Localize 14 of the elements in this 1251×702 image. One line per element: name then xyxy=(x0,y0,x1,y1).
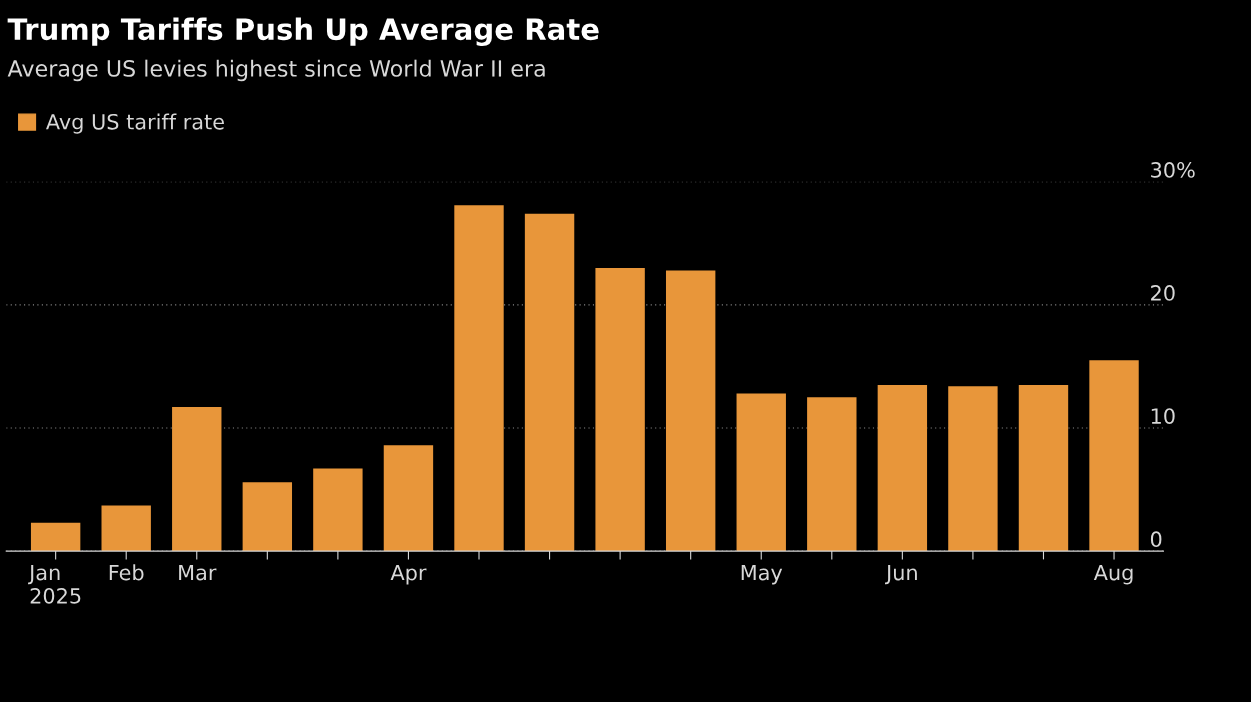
y-tick-label: 20 xyxy=(1151,285,1175,301)
x-tick-label: Apr xyxy=(390,564,427,585)
legend-label: Avg US tariff rate xyxy=(46,113,224,134)
y-tick-label: 0 xyxy=(1150,531,1162,548)
x-tick-label: May xyxy=(741,564,783,585)
chart-subtitle: Average US levies highest since World War II era xyxy=(7,59,545,82)
chart-title: Trump Tariffs Push Up Average Rate xyxy=(7,17,599,47)
x-tick-label: Feb xyxy=(109,564,144,581)
x-tick-label: Jan 2025 xyxy=(28,564,81,604)
y-tick-label: 30% xyxy=(1151,162,1195,178)
x-tick-label: Mar xyxy=(179,564,217,581)
x-tick-label: Jun xyxy=(885,564,917,585)
y-tick-label: 10 xyxy=(1151,408,1175,424)
x-tick-label: Aug xyxy=(1093,564,1133,585)
